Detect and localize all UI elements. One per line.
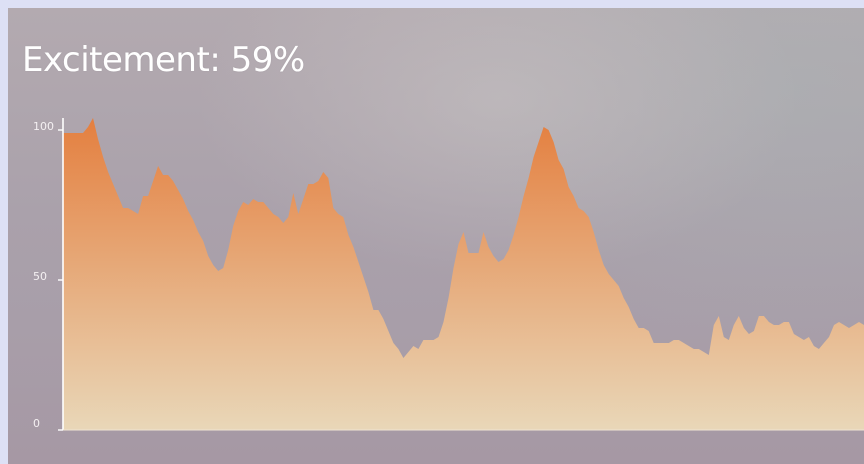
- y-tick-label-50: 50: [33, 270, 47, 283]
- y-tick-label-0: 0: [33, 417, 40, 430]
- y-tick-label-100: 100: [33, 120, 54, 133]
- y-axis: 0 50 100: [33, 118, 864, 431]
- excitement-area-series: [63, 118, 864, 430]
- chart-title: Excitement: 59%: [22, 40, 305, 80]
